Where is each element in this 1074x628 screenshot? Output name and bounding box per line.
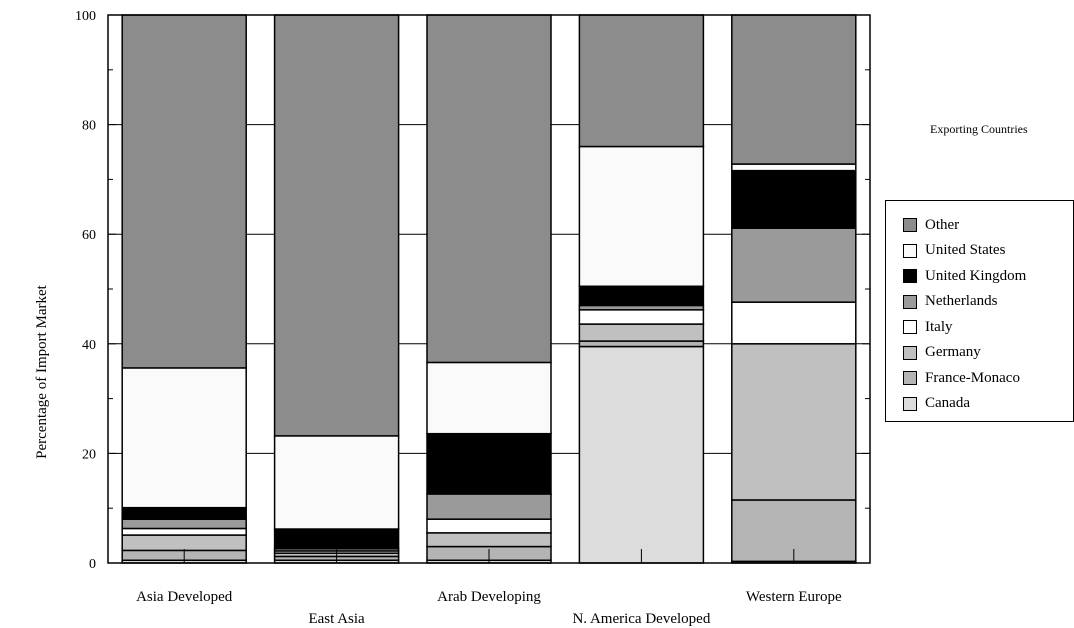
bar-segment (578, 345, 705, 564)
x-tick-label: East Asia (308, 611, 365, 627)
legend-item: United States (903, 241, 1005, 261)
bar-segment (273, 528, 400, 550)
y-tick-label: 80 (82, 119, 96, 134)
legend-swatch (903, 320, 917, 334)
legend-swatch (903, 243, 917, 258)
x-tick-label: Asia Developed (136, 589, 233, 605)
axes: 0 20 40 60 80 100 Asia Developed East Asia Arab … (75, 9, 871, 627)
bar-segment (426, 361, 552, 435)
legend-item: France-Monaco (903, 368, 1020, 388)
legend-title: Exporting Countries (930, 122, 1028, 136)
bar-segment (731, 301, 857, 345)
legend-swatch (903, 294, 917, 309)
y-tick-label: 0 (89, 557, 96, 572)
y-tick-label: 20 (82, 447, 96, 462)
y-tick-label: 60 (82, 228, 96, 243)
bar-segment (121, 367, 247, 509)
legend-label: Canada (925, 395, 970, 411)
legend-label: Other (925, 216, 960, 233)
legend-item: Germany (903, 343, 981, 363)
bar-segment (426, 493, 552, 520)
x-tick-label: N. America Developed (572, 611, 710, 627)
bar-segment (426, 14, 552, 364)
bar-stack (273, 14, 400, 564)
bar-stack (731, 14, 857, 564)
bars (121, 14, 857, 564)
bar-segment (426, 518, 552, 534)
legend-item: Other (903, 215, 959, 235)
y-tick-label: 40 (82, 338, 96, 353)
bar-stack (578, 14, 705, 564)
y-tick-label: 100 (75, 9, 96, 24)
x-tick-label: Western Europe (746, 589, 842, 605)
bar-segment (731, 343, 857, 501)
bar-segment (731, 14, 857, 165)
legend-label: United Kingdom (925, 267, 1027, 284)
legend-swatch (903, 396, 917, 411)
bar-segment (273, 435, 400, 530)
bar-segment (121, 534, 247, 552)
bar-segment (121, 14, 247, 369)
legend-label: Italy (925, 318, 953, 335)
legend: Other United States United Kingdom Netherla… (885, 200, 1074, 422)
bar-segment (731, 227, 857, 303)
legend-swatch (903, 371, 917, 385)
legend-item: Canada (903, 394, 970, 414)
legend-item: Italy (903, 317, 953, 337)
bar-segment (578, 323, 705, 342)
legend-swatch (903, 345, 917, 360)
bar-segment (578, 145, 705, 288)
bar-segment (426, 432, 552, 495)
bar-segment (578, 309, 705, 325)
bar-segment (578, 14, 705, 148)
legend-swatch (903, 218, 917, 232)
legend-item: United Kingdom (903, 266, 1026, 286)
bar-stack (426, 14, 552, 564)
legend-label: Netherlands (925, 293, 998, 309)
legend-item: Netherlands (903, 292, 997, 312)
bar-segment (578, 340, 705, 348)
x-tick-label: Arab Developing (437, 589, 541, 605)
bar-segment (426, 532, 552, 548)
bar-segment (578, 285, 705, 307)
bar-segment (273, 14, 400, 437)
legend-label: Germany (925, 344, 981, 360)
bar-segment (121, 518, 247, 530)
legend-label: United States (925, 242, 1006, 258)
legend-label: France-Monaco (925, 369, 1020, 386)
bar-stack (121, 14, 247, 564)
bar-segment (731, 163, 857, 172)
bar-segment (121, 527, 247, 536)
legend-swatch (903, 269, 917, 283)
bar-segment (731, 169, 857, 229)
y-axis-label: Percentage of Import Market (34, 284, 50, 459)
plot-frame (107, 14, 871, 564)
bar-segment (121, 506, 247, 520)
